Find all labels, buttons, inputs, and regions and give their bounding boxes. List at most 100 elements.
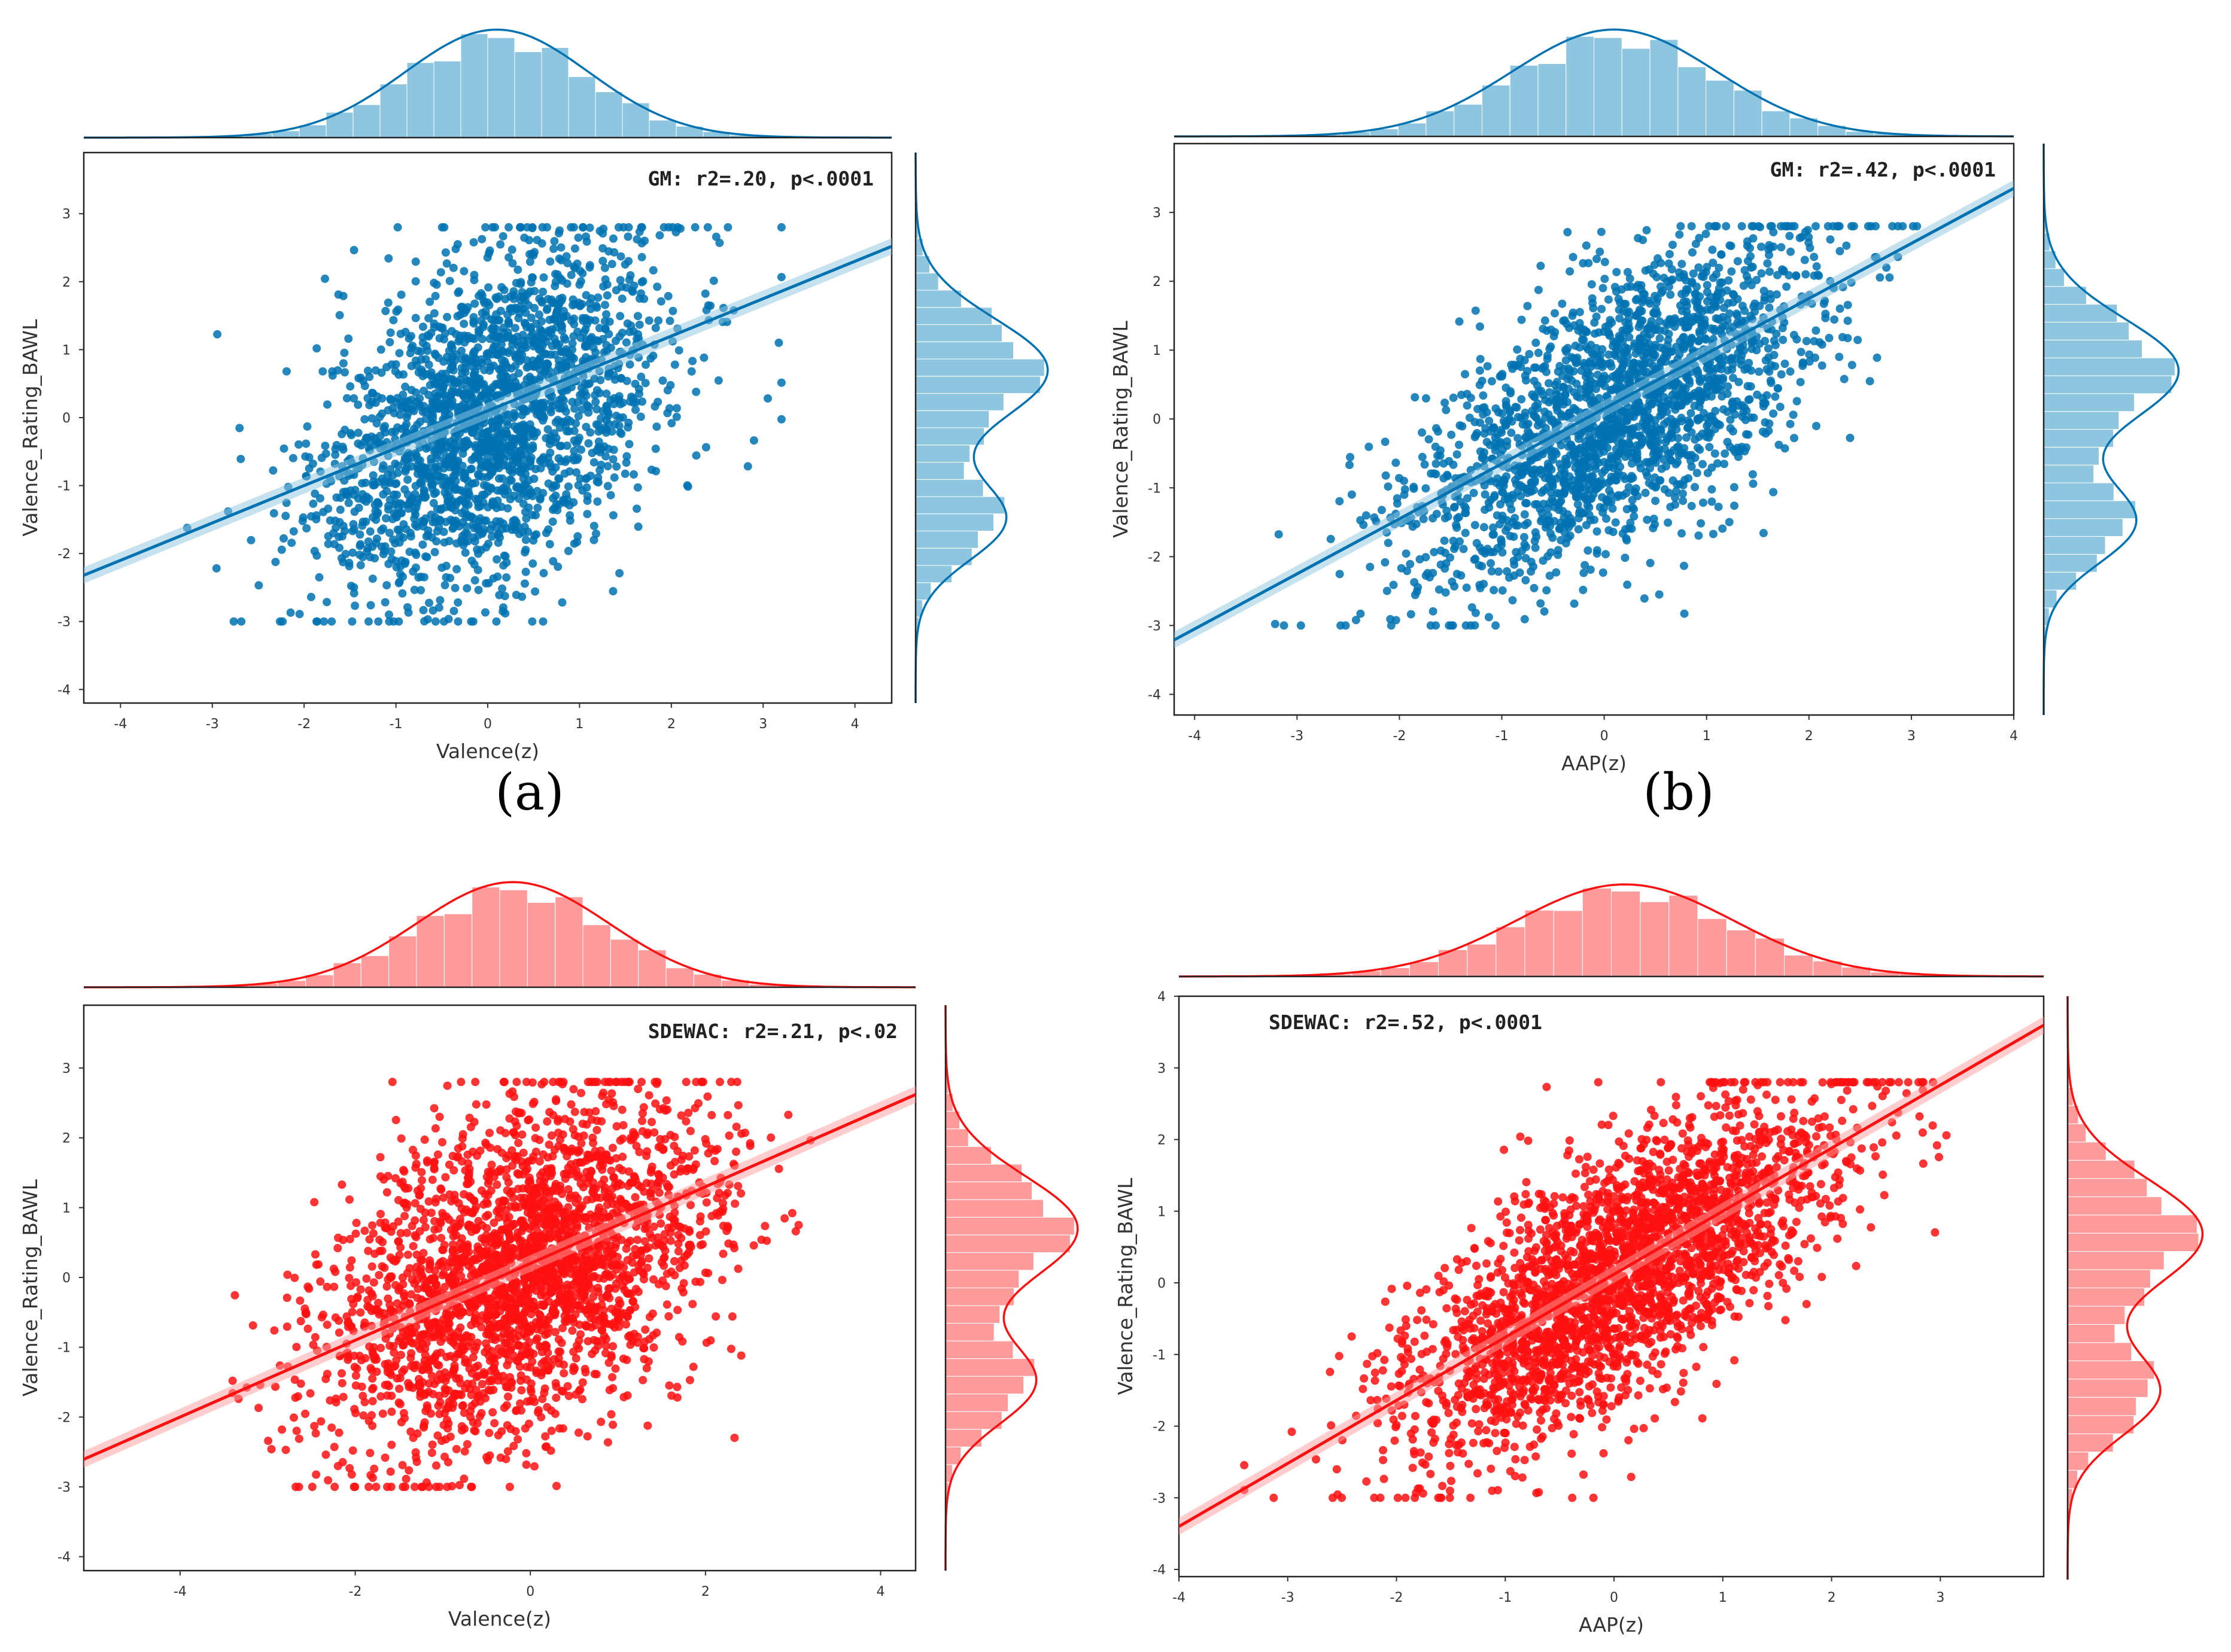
scatter-point [1561,345,1570,354]
scatter-point [406,497,414,506]
scatter-point [1691,239,1700,248]
scatter-point [315,573,324,582]
x-tick-label: -4 [1188,729,1201,744]
scatter-point [494,332,503,341]
scatter-point [1646,321,1655,330]
scatter-point [1512,547,1521,556]
scatter-point [530,531,539,540]
scatter-point [1546,342,1555,351]
scatter-point [1674,434,1682,443]
scatter-point [1545,388,1554,397]
scatter-point [411,314,420,323]
scatter-point [1790,434,1798,443]
scatter-point [1377,506,1386,515]
scatter-point [1671,493,1679,502]
scatter-point [1421,394,1430,403]
scatter-point [649,266,658,275]
scatter-point [1633,441,1642,450]
scatter-point [411,277,420,286]
scatter-point [1574,326,1583,335]
scatter-point [478,530,487,538]
scatter-point [1727,267,1736,276]
scatter-point [1682,372,1691,381]
scatter-point [355,550,364,559]
scatter-point [1446,553,1455,562]
scatter-point [1667,347,1676,356]
scatter-point [484,539,493,548]
scatter-point [371,398,380,407]
scatter-point [1557,441,1566,450]
scatter-point [1557,412,1566,421]
scatter-point [1565,472,1574,481]
x-tick-label: 3 [759,717,767,732]
scatter-point [349,589,358,598]
scatter-point [512,518,521,527]
scatter-point [1640,290,1649,299]
scatter-point [1584,464,1593,473]
scatter-point [1484,613,1493,622]
scatter-point [1636,308,1645,317]
scatter-point [570,244,579,253]
scatter-point [622,338,631,347]
scatter-point [439,438,447,447]
scatter-point [1607,497,1616,506]
scatter-point [603,482,612,491]
scatter-point [1542,367,1551,376]
scatter-point [395,577,404,586]
scatter-point [395,349,404,358]
scatter-point [1600,466,1609,474]
scatter-point [1491,621,1500,630]
scatter-point [1590,329,1599,338]
scatter-point [1607,454,1616,463]
scatter-point [1536,599,1545,608]
scatter-point [279,534,288,543]
scatter-point [1795,233,1804,242]
scatter-point [522,356,531,365]
scatter-point [583,510,592,519]
scatter-point [1721,449,1730,458]
scatter-points [228,1078,815,1491]
scatter-point [412,550,421,559]
scatter-point [1792,335,1801,344]
scatter-point [1501,384,1510,392]
scatter-point [1351,616,1360,625]
scatter-point [1687,222,1696,231]
scatter-point [1497,371,1505,380]
scatter-point [1637,434,1646,443]
scatter-point [491,339,500,348]
scatter-point [1737,443,1746,451]
scatter-point [475,421,484,430]
scatter-point [714,376,723,385]
scatter-point [437,369,446,378]
y-tick-label: -2 [57,547,71,562]
scatter-point [542,528,551,537]
scatter-point [1593,370,1602,379]
scatter-point [1554,546,1563,555]
scatter-point [375,412,384,421]
scatter-point [520,233,529,242]
scatter-point [457,486,466,495]
scatter-point [621,469,630,478]
scatter-point [1469,488,1478,497]
scatter-point [454,288,463,297]
scatter-point [428,480,437,489]
scatter-point [1345,461,1354,470]
scatter-point [1686,409,1695,418]
scatter-point [463,1440,472,1449]
scatter-point [1381,558,1390,567]
scatter-point [1516,413,1525,422]
x-axis-label: Valence(z) [448,1607,551,1630]
scatter-point [1455,317,1464,326]
scatter-point [1600,503,1609,512]
scatter-point [339,359,348,368]
histogram-bar [2043,411,2120,430]
scatter-point [503,410,512,419]
scatter-point [1431,621,1440,630]
scatter-point [1717,250,1726,259]
scatter-point [774,338,783,347]
scatter-point [1496,500,1504,509]
histogram-bar [915,445,971,463]
scatter-point [622,452,631,461]
scatter-point [1842,241,1851,250]
scatter-point [212,564,221,573]
